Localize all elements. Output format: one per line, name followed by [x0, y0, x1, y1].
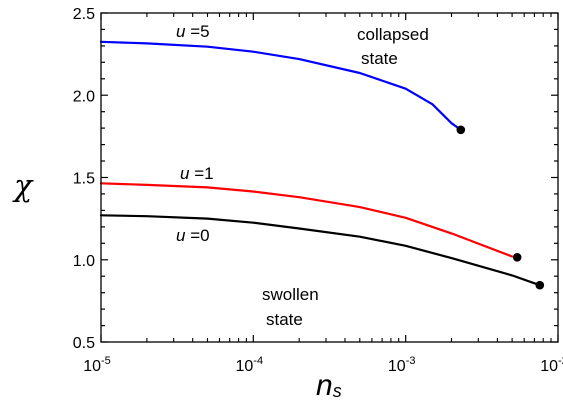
- x-tick-label: 10-4: [236, 355, 264, 375]
- y-tick-label: 2.5: [73, 6, 95, 23]
- annotation-swollen-state: state: [266, 310, 303, 329]
- series-endpoint-0: [456, 125, 466, 135]
- x-tick-label: 10-5: [83, 355, 111, 375]
- x-tick-label: 10-3: [388, 355, 416, 375]
- series-label-u5: u =5: [176, 22, 210, 41]
- series-line-1: [99, 182, 514, 258]
- x-tick-label: 10-2: [540, 355, 563, 375]
- x-axis-title: ns: [316, 369, 342, 402]
- series-label-u5-var: u: [176, 22, 186, 41]
- series-label-u1: u =1: [180, 164, 214, 183]
- y-axis-title: χ: [12, 169, 34, 204]
- x-axis-title-main: n: [316, 369, 333, 402]
- annotation-collapsed: collapsed: [357, 25, 429, 44]
- y-tick-label: 0.5: [73, 335, 95, 352]
- series-endpoint-2: [535, 280, 545, 290]
- series-label-u0-rest: =0: [185, 226, 209, 245]
- x-tick-label-exponent: -3: [406, 355, 416, 367]
- x-tick-label-exponent: -5: [101, 355, 111, 367]
- annotation-swollen: swollen: [262, 285, 319, 304]
- plot-frame: [100, 12, 559, 343]
- series-layer: [99, 40, 545, 290]
- x-axis-title-subscript: s: [333, 381, 342, 401]
- y-tick-label: 2.0: [73, 88, 95, 105]
- labels-layer: u =5 u =1 u =0 collapsed state swollen s…: [12, 22, 429, 402]
- y-tick-label: 1.5: [73, 171, 95, 188]
- x-tick-label-exponent: -2: [558, 355, 563, 367]
- series-label-u0-var: u: [176, 226, 186, 245]
- y-tick-label: 1.0: [73, 253, 95, 270]
- annotation-collapsed-state: state: [361, 49, 398, 68]
- series-line-2: [99, 214, 541, 287]
- series-endpoint-1: [512, 252, 522, 262]
- series-label-u0: u =0: [176, 226, 210, 245]
- x-tick-label-base: 10: [540, 358, 558, 375]
- series-label-u1-rest: =1: [189, 164, 213, 183]
- x-tick-label-exponent: -4: [253, 355, 263, 367]
- series-label-u5-rest: =5: [185, 22, 209, 41]
- series-line-0: [99, 40, 462, 131]
- x-tick-label-base: 10: [83, 358, 101, 375]
- x-tick-label-base: 10: [236, 358, 254, 375]
- ticks-layer: 0.51.01.52.02.510-510-410-310-2: [73, 6, 563, 375]
- series-label-u1-var: u: [180, 164, 190, 183]
- x-tick-label-base: 10: [388, 358, 406, 375]
